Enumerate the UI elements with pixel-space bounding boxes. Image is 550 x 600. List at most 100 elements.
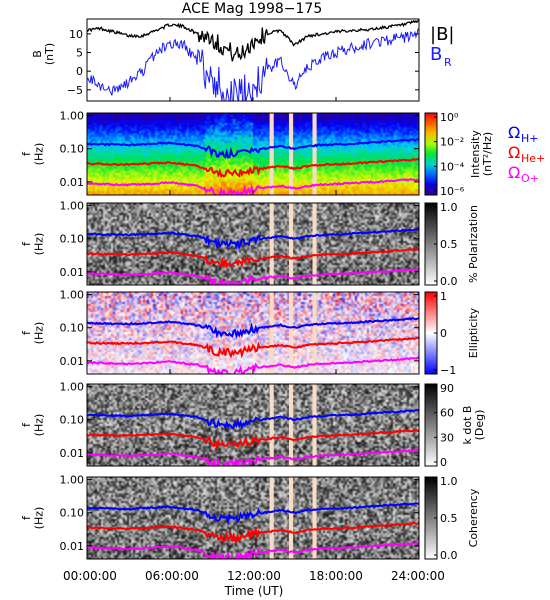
legend-h-plus-omega: Ω	[508, 123, 520, 142]
b-y-tick-label: 10	[69, 28, 83, 41]
legend-b-r: B	[430, 44, 442, 65]
legend-he-plus-omega: Ω	[508, 143, 520, 162]
h-plus-gyrofrequency-line	[87, 137, 419, 159]
legend-o-plus-omega: Ω	[508, 163, 520, 182]
colorbar-tick-label: 90	[440, 382, 454, 395]
h-plus-gyrofrequency-line	[87, 408, 419, 430]
colorbar-tick-label: 0	[440, 327, 447, 340]
spectrogram-image	[87, 203, 419, 285]
legend-o-plus-subscript: O+	[521, 172, 539, 185]
f-y-tick-label: 1.00	[60, 200, 85, 213]
f-ylabel: f(Hz)	[20, 414, 46, 437]
data-gap	[288, 113, 294, 195]
f-y-tick-label: 0.01	[60, 176, 85, 189]
f-y-tick-label: 1.00	[60, 110, 85, 123]
f-y-tick-label: 1.00	[60, 381, 85, 394]
colorbar-tick-label: 60	[440, 407, 454, 420]
data-gap	[269, 477, 274, 559]
legend-he-plus-subscript: He+	[521, 152, 545, 165]
spectrogram-image	[87, 292, 419, 374]
spectrogram-image	[87, 113, 419, 195]
colorbar: 1.0 0.5 0.0 Coherency	[424, 475, 480, 562]
ion-gyrofrequency-legend: Ω H+Ω He+Ω O+	[508, 123, 545, 185]
o-plus-gyrofrequency-line	[87, 356, 419, 374]
data-gap	[269, 113, 274, 195]
x-axis-label: Time (UT)	[224, 584, 284, 598]
b-field-ylabel-b: B(nT)	[31, 43, 56, 65]
colorbar-gradient	[424, 112, 438, 196]
b-field-y-ticks: 10 5 0 −5	[67, 28, 420, 101]
b-field-lines	[87, 19, 419, 101]
legend-b-r-subscript: R	[444, 56, 452, 69]
h-plus-gyrofrequency-line	[87, 502, 419, 526]
magnetic-field-panel: 10 5 0 −5 B(nT) |B| B R	[31, 18, 454, 102]
f-y-tick-label: 0.10	[60, 233, 85, 246]
x-tick-2: 12:00:00	[227, 569, 281, 583]
colorbar-tick-label: 10⁻⁴	[440, 160, 465, 173]
data-gap	[312, 292, 317, 374]
time-axis: 00:00:00 06:00:00 12:00:00 18:00:00 24:0…	[63, 569, 445, 598]
colorbar-label: Intensity(nT²/Hz)	[469, 130, 494, 178]
b-y-tick-label: −5	[67, 84, 83, 97]
he-plus-gyrofrequency-line	[87, 157, 419, 178]
colorbar-tick-label: 30	[440, 431, 454, 444]
colorbar: 1 0 −1 Ellipticity	[424, 290, 480, 377]
data-gap	[288, 384, 294, 466]
colorbar-label: k dot B(Deg)	[461, 406, 486, 445]
legend-h-plus-subscript: H+	[521, 132, 539, 145]
f-y-tick-label: 0.10	[60, 322, 85, 335]
f-y-tick-label: 0.01	[60, 266, 85, 279]
o-plus-gyrofrequency-line	[87, 541, 419, 559]
f-ylabel: f(Hz)	[20, 233, 46, 256]
f-y-tick-label: 0.01	[60, 540, 85, 553]
intensity-spectrogram: 1.00 0.10 0.01 f(Hz) 10⁰ 10⁻² 10⁻⁴ 10⁻⁶ Intensit…	[20, 110, 545, 198]
colorbar-label: Ellipticity	[467, 307, 480, 358]
data-gap	[288, 477, 294, 559]
colorbar: 1.0 0.5 0.0 % Polarization	[424, 201, 480, 288]
spectrogram-raster	[87, 384, 419, 466]
h-plus-gyrofrequency-line	[87, 228, 419, 251]
he-plus-gyrofrequency-line	[87, 336, 419, 359]
colorbar-tick-label: 1.0	[440, 201, 458, 214]
colorbar-tick-label: 0.0	[440, 549, 458, 562]
b-magnitude-line	[87, 19, 419, 62]
he-plus-gyrofrequency-line	[87, 522, 419, 544]
colorbar-tick-label: 0.5	[440, 238, 458, 251]
kdotb-spectrogram: 1.00 0.10 0.01 f(Hz) 90 60 30 0 k dot B(Deg)	[20, 381, 486, 469]
x-tick-4: 24:00:00	[391, 569, 445, 583]
f-ylabel: f(Hz)	[20, 322, 46, 345]
colorbar-tick-label: 0.5	[440, 512, 458, 525]
f-ylabel: f(Hz)	[20, 143, 46, 166]
data-gap	[269, 292, 274, 374]
colorbar: 10⁰ 10⁻² 10⁻⁴ 10⁻⁶ Intensity(nT²/Hz)	[424, 111, 494, 198]
colorbar-tick-label: 0	[440, 456, 447, 469]
colorbar: 90 60 30 0 k dot B(Deg)	[424, 382, 486, 469]
data-gap	[269, 203, 274, 285]
colorbar-tick-label: 0.0	[440, 275, 458, 288]
coherency-spectrogram: 1.00 0.10 0.01 f(Hz) 1.0 0.5 0.0 Coherency	[20, 474, 480, 562]
f-y-tick-label: 1.00	[60, 474, 85, 487]
he-plus-gyrofrequency-line	[87, 428, 419, 452]
f-y-tick-label: 1.00	[60, 289, 85, 302]
x-tick-1: 06:00:00	[145, 569, 199, 583]
colorbar-label: % Polarization	[467, 205, 480, 283]
data-gap	[312, 113, 317, 195]
polarization-spectrogram: 1.00 0.10 0.01 f(Hz) 1.0 0.5 0.0 % Polarization	[20, 200, 480, 288]
f-y-tick-label: 0.10	[60, 507, 85, 520]
b-y-tick-label: 5	[76, 47, 83, 60]
b-y-tick-label: 0	[76, 65, 83, 78]
f-ylabel: f(Hz)	[20, 507, 46, 530]
spectrogram-image	[87, 384, 419, 466]
spectrogram-image	[87, 477, 419, 559]
data-gap	[269, 384, 274, 466]
data-gap	[288, 292, 294, 374]
colorbar-tick-label: 1.0	[440, 475, 458, 488]
colorbar-tick-label: 10⁻²	[440, 136, 464, 149]
f-y-tick-label: 0.10	[60, 143, 85, 156]
colorbar-tick-label: 1	[440, 290, 447, 303]
h-plus-gyrofrequency-line	[87, 317, 419, 340]
data-gap	[312, 477, 317, 559]
o-plus-gyrofrequency-line	[87, 267, 419, 285]
f-y-tick-label: 0.01	[60, 355, 85, 368]
x-tick-3: 18:00:00	[309, 569, 363, 583]
